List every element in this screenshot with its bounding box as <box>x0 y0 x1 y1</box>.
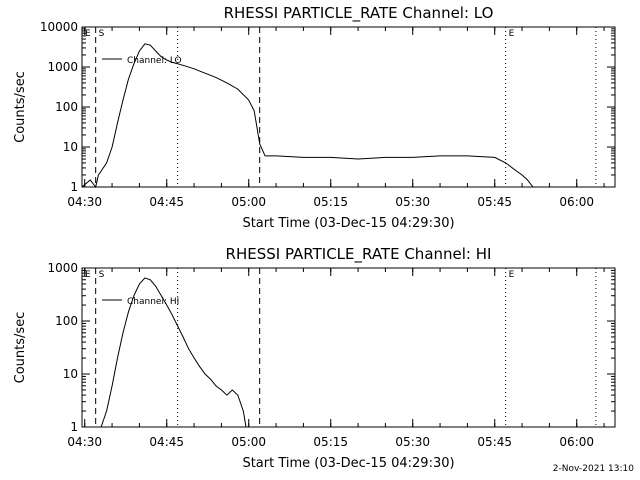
panel-1-y-tick-label: 10 <box>63 140 78 154</box>
panel-1-y-tick-label: 10000 <box>40 20 78 34</box>
panel-1-x-tick-label: 05:15 <box>313 195 348 209</box>
panel-1-marker-label: S <box>99 29 105 39</box>
panel-2-marker-label: E <box>85 270 91 280</box>
panel-2-title: RHESSI PARTICLE_RATE Channel: HI <box>226 245 492 264</box>
panel-2-x-tick-label: 05:15 <box>313 435 348 449</box>
panel-2-marker-label: E <box>509 270 515 280</box>
plot-date-stamp: 2-Nov-2021 13:10 <box>552 464 634 474</box>
panel-1-x-axis-label: Start Time (03-Dec-15 04:29:30) <box>242 216 454 231</box>
panel-1-y-tick-label: 100 <box>55 100 78 114</box>
panel-1-x-tick-label: 04:45 <box>149 195 184 209</box>
panel-2-series-line <box>100 277 247 428</box>
panel-1-x-tick-label: 05:00 <box>231 195 266 209</box>
panel-1-x-tick-label: 06:00 <box>559 195 594 209</box>
panel-2-y-tick-label: 1000 <box>47 261 78 275</box>
panel-2-y-axis-label: Counts/sec <box>13 312 28 384</box>
panel-1-x-tick-label: 05:30 <box>395 195 430 209</box>
panel-2-x-axis-label: Start Time (03-Dec-15 04:29:30) <box>242 456 454 471</box>
panel-1-marker-label: E <box>85 29 91 39</box>
panel-1-y-axis-label: Counts/sec <box>13 71 28 143</box>
panel-1-x-tick-label: 04:30 <box>67 195 102 209</box>
panel-2-y-tick-label: 1 <box>70 420 78 434</box>
panel-1-x-tick-label: 05:45 <box>477 195 512 209</box>
panel-2-legend-label: Channel: HI <box>127 297 179 307</box>
panel-2-y-tick-label: 10 <box>63 367 78 381</box>
panel-2-x-tick-label: 04:45 <box>149 435 184 449</box>
panel-1-plot-frame <box>81 26 616 188</box>
panel-2-x-tick-label: 05:30 <box>395 435 430 449</box>
panel-2-x-tick-label: 05:45 <box>477 435 512 449</box>
panel-1-y-tick-label: 1000 <box>47 60 78 74</box>
panel-2-x-tick-label: 05:00 <box>231 435 266 449</box>
panel-2-x-tick-label: 06:00 <box>559 435 594 449</box>
panel-1-series-line <box>81 43 583 189</box>
panel-1-title: RHESSI PARTICLE_RATE Channel: LO <box>224 4 494 23</box>
panel-1-marker-label: E <box>509 29 515 39</box>
panel-2-marker-label: S <box>99 270 105 280</box>
panel-2-x-tick-label: 04:30 <box>67 435 102 449</box>
panel-1-legend-label: Channel: LO <box>127 56 182 66</box>
panel-1-y-tick-label: 1 <box>70 180 78 194</box>
panel-2-y-tick-label: 100 <box>55 314 78 328</box>
panel-2-plot-frame <box>81 267 616 428</box>
